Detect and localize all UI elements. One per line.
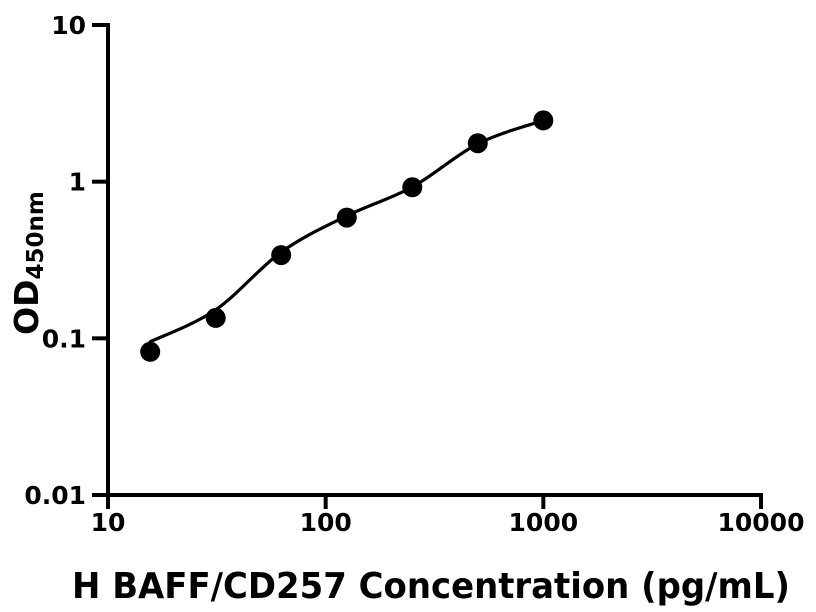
x-axis-title: H BAFF/CD257 Concentration (pg/mL) [72, 566, 790, 607]
y-axis-title: OD450nm [7, 191, 49, 335]
data-point-marker [533, 110, 554, 131]
data-points [140, 110, 554, 362]
x-tick-label: 1000 [509, 508, 579, 537]
data-point-marker [140, 341, 161, 362]
y-tick-label: 10 [51, 11, 86, 40]
x-tick-label: 10000 [718, 508, 805, 537]
y-axis-title-main: OD [7, 279, 46, 334]
data-point-marker [336, 207, 357, 228]
data-point-marker [271, 245, 292, 266]
x-tick-label: 10 [91, 508, 126, 537]
data-point-marker [205, 307, 226, 328]
data-point-marker [467, 133, 488, 154]
y-tick-label: 0.01 [24, 481, 86, 510]
y-tick-label: 0.1 [42, 324, 86, 353]
x-tick-label: 100 [300, 508, 352, 537]
y-axis-ticks: 10 1 0.1 0.01 [24, 11, 108, 510]
data-point-marker [402, 177, 423, 198]
y-tick-label: 1 [69, 168, 86, 197]
fit-curve [148, 118, 545, 344]
x-axis-ticks: 10 100 1000 10000 [91, 495, 805, 537]
y-axis-title-subscript: 450nm [23, 191, 49, 279]
